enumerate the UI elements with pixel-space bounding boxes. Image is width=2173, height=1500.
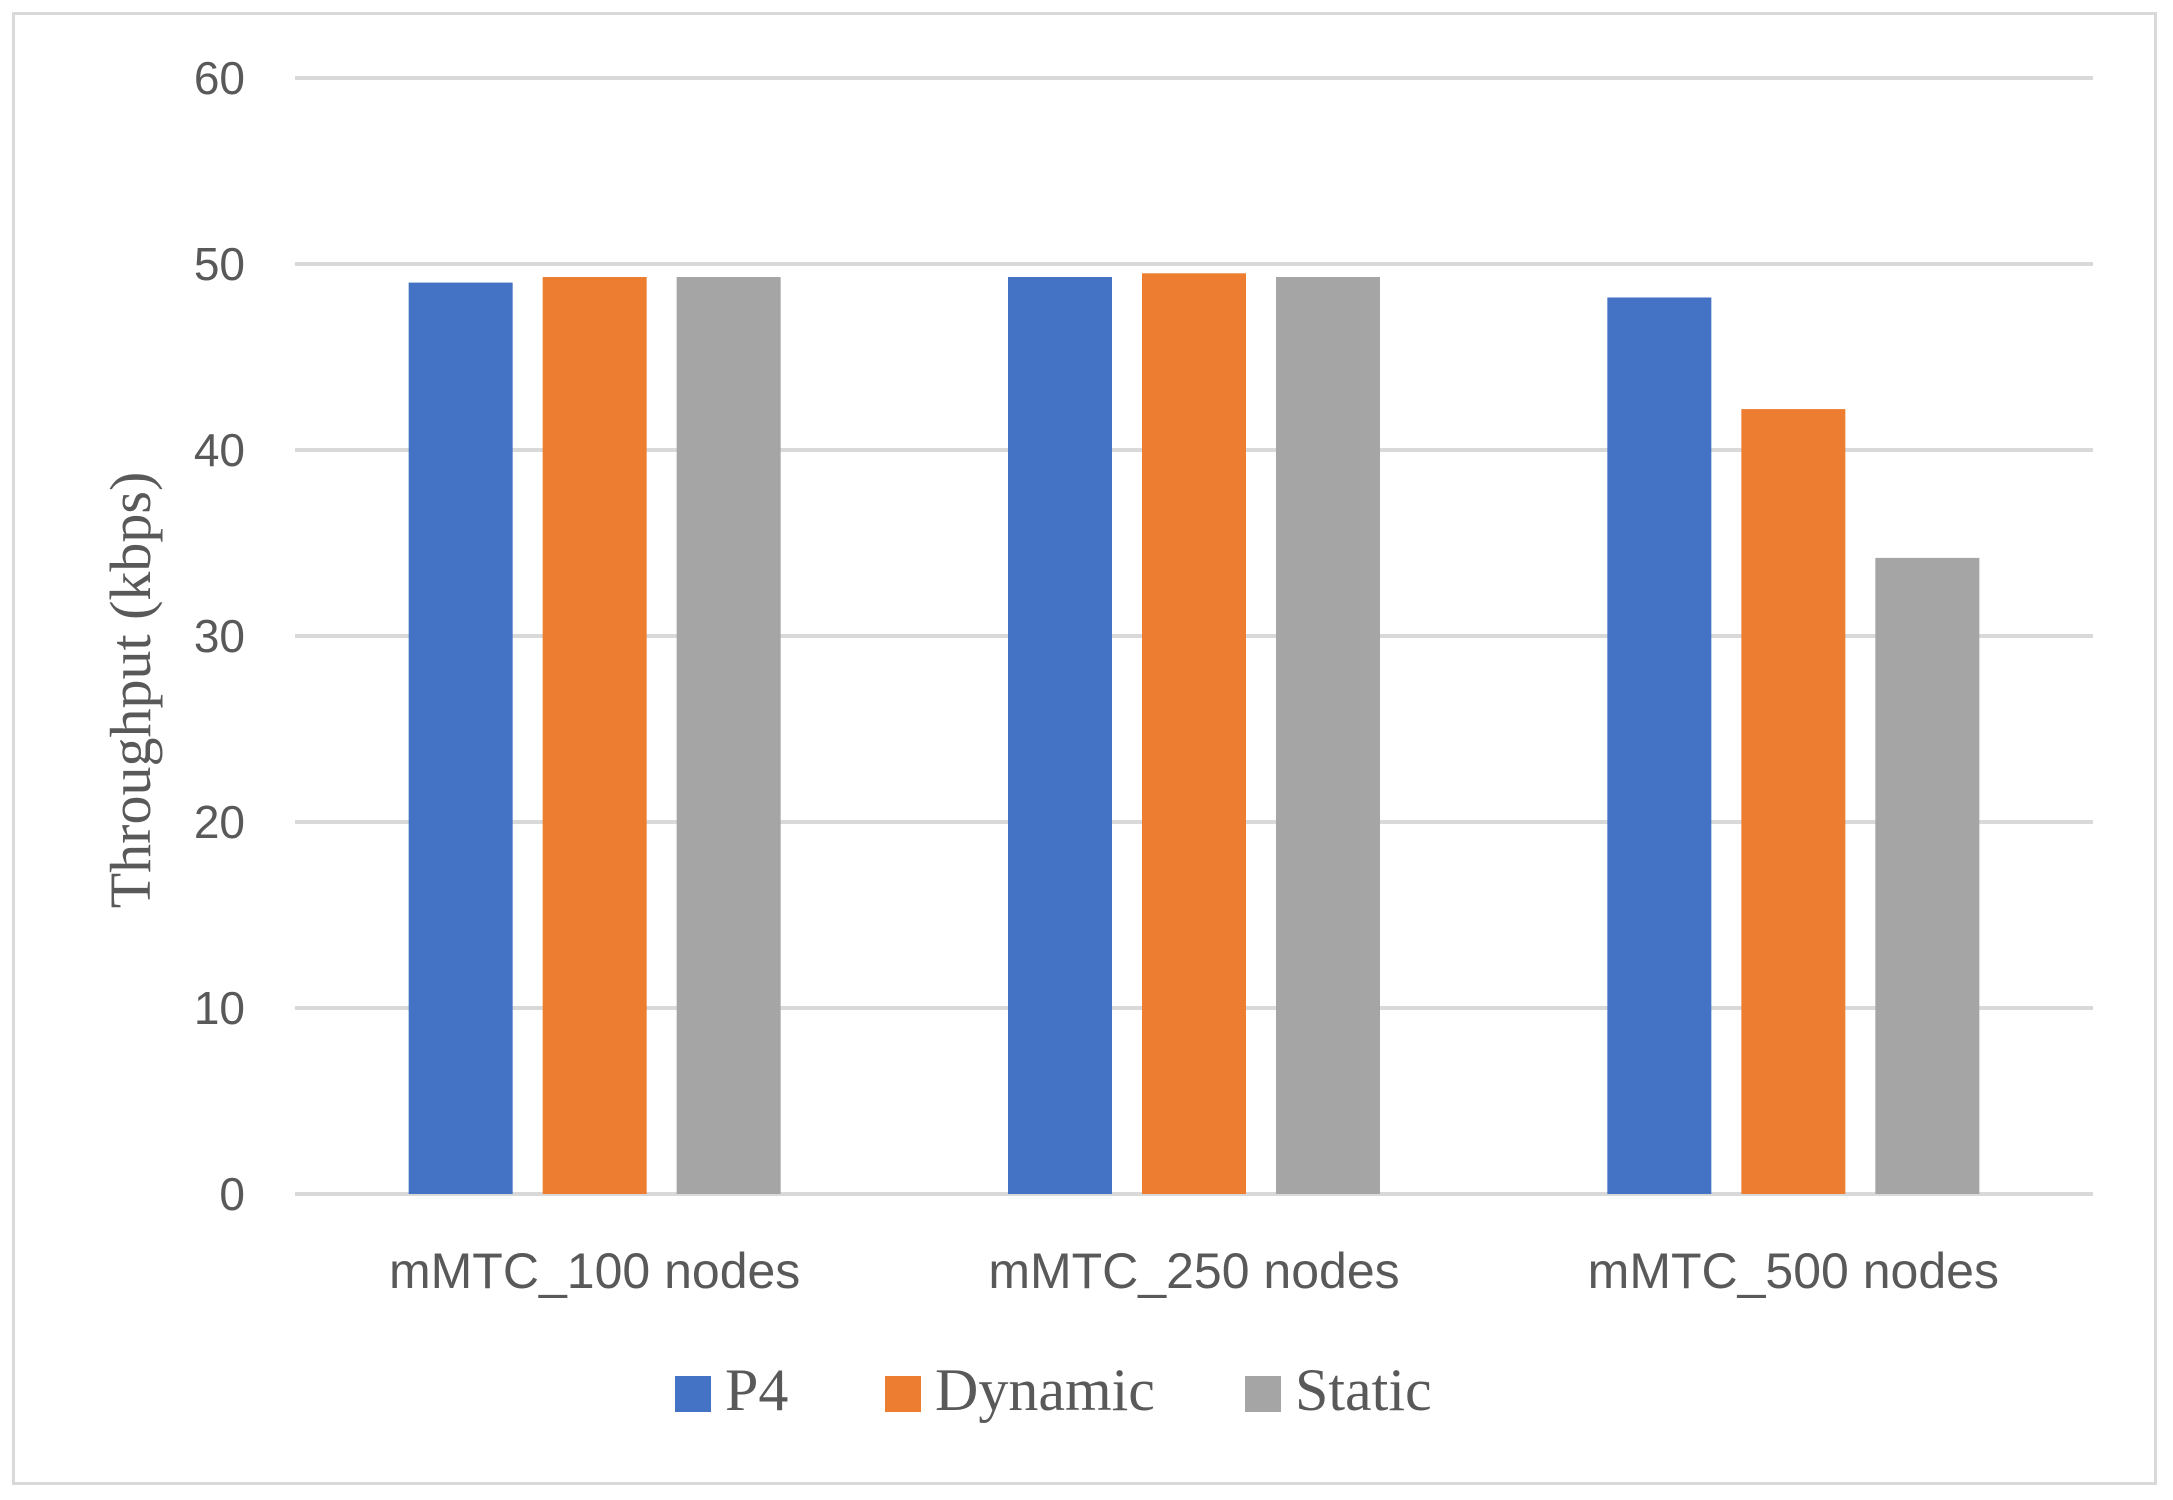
legend-label-dynamic: Dynamic: [935, 1357, 1155, 1423]
bar-dynamic-2: [1142, 273, 1246, 1194]
y-tick-label: 20: [194, 796, 245, 848]
y-axis-ticks: 0 10 20 30 40 50 60: [194, 52, 245, 1220]
y-tick-label: 60: [194, 52, 245, 104]
y-tick-label: 30: [194, 610, 245, 662]
y-tick-label: 40: [194, 424, 245, 476]
bar-p4-1: [408, 282, 513, 1195]
bar-p4-3: [1607, 297, 1712, 1195]
legend-swatch-dynamic: [885, 1376, 921, 1412]
bars: [408, 273, 1980, 1195]
legend-swatch-static: [1245, 1376, 1281, 1412]
x-category-label: mMTC_250 nodes: [988, 1243, 1399, 1299]
bar-p4-2: [1008, 277, 1112, 1194]
y-axis-title: Throughput (kbps): [98, 472, 163, 909]
x-category-label: mMTC_500 nodes: [1588, 1243, 1999, 1299]
bar-static-1: [676, 277, 781, 1194]
x-axis-labels: mMTC_100 nodes mMTC_250 nodes mMTC_500 nod…: [389, 1243, 1999, 1299]
y-tick-label: 0: [219, 1168, 245, 1220]
legend: P4 Dynamic Static: [675, 1357, 1432, 1423]
bar-static-2: [1276, 277, 1380, 1194]
bar-dynamic-3: [1741, 409, 1846, 1195]
x-category-label: mMTC_100 nodes: [389, 1243, 800, 1299]
y-tick-label: 10: [194, 982, 245, 1034]
legend-swatch-p4: [675, 1376, 711, 1412]
legend-label-p4: P4: [725, 1357, 788, 1423]
bar-dynamic-1: [542, 277, 647, 1194]
bar-static-3: [1875, 557, 1980, 1194]
legend-label-static: Static: [1295, 1357, 1432, 1423]
y-tick-label: 50: [194, 238, 245, 290]
